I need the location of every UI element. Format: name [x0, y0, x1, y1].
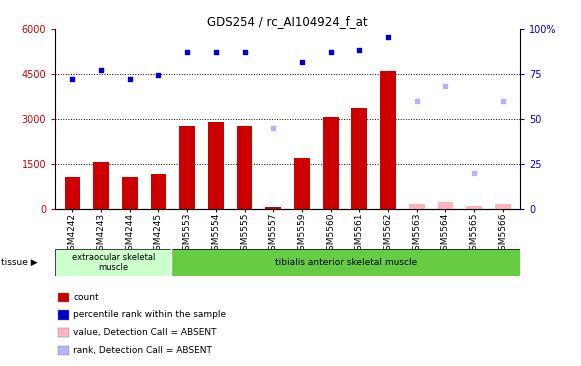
Bar: [380, 71, 396, 209]
Bar: [466, 206, 482, 209]
Point: [68, 76, 77, 82]
Text: rank, Detection Call = ABSENT: rank, Detection Call = ABSENT: [73, 346, 212, 355]
Point: [469, 170, 479, 176]
Bar: [266, 207, 281, 209]
Point: [96, 67, 106, 72]
Point: [154, 72, 163, 78]
Bar: [352, 108, 367, 209]
Point: [383, 34, 393, 40]
Point: [354, 47, 364, 53]
Point: [268, 125, 278, 131]
Point: [498, 98, 507, 104]
Bar: [208, 122, 224, 209]
Bar: [322, 117, 339, 209]
Point: [211, 49, 221, 55]
Text: tissue ▶: tissue ▶: [1, 258, 38, 267]
Bar: [55, 249, 171, 276]
Bar: [93, 162, 109, 209]
Text: count: count: [73, 293, 99, 302]
Text: value, Detection Call = ABSENT: value, Detection Call = ABSENT: [73, 328, 217, 337]
Point: [125, 76, 134, 82]
Text: extraocular skeletal
muscle: extraocular skeletal muscle: [71, 253, 155, 272]
Bar: [150, 174, 166, 209]
Bar: [437, 202, 453, 209]
Point: [182, 49, 192, 55]
Bar: [171, 249, 520, 276]
Bar: [495, 204, 511, 209]
Bar: [122, 177, 138, 209]
Text: tibialis anterior skeletal muscle: tibialis anterior skeletal muscle: [275, 258, 417, 267]
Point: [240, 49, 249, 55]
Text: percentile rank within the sample: percentile rank within the sample: [73, 310, 227, 320]
Bar: [236, 126, 253, 209]
Point: [412, 98, 421, 104]
Point: [297, 59, 307, 65]
Bar: [64, 177, 80, 209]
Bar: [180, 126, 195, 209]
Point: [441, 83, 450, 89]
Bar: [409, 204, 425, 209]
Bar: [294, 158, 310, 209]
Point: [326, 49, 335, 55]
Title: GDS254 / rc_AI104924_f_at: GDS254 / rc_AI104924_f_at: [207, 15, 368, 28]
